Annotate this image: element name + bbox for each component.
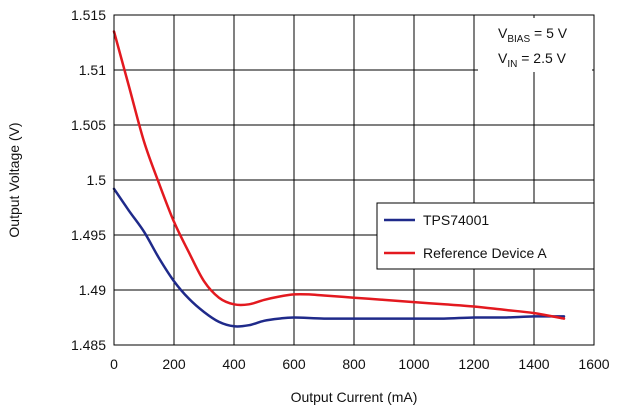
series-line-reference-device-a (112, 30, 566, 320)
x-tick-label: 1600 (578, 356, 609, 372)
x-tick-label: 1400 (518, 356, 549, 372)
plot-frame (113, 14, 595, 346)
series-line-tps74001 (112, 187, 566, 328)
y-tick-label: 1.485 (71, 337, 106, 353)
x-tick-label: 800 (342, 356, 366, 372)
y-tick-label: 1.505 (71, 117, 106, 133)
y-tick-label: 1.51 (79, 62, 106, 78)
legend-label-tps74001: TPS74001 (423, 212, 489, 228)
annotation-box (478, 18, 592, 72)
y-tick-label: 1.5 (87, 172, 107, 188)
bias-value: = 5 V (530, 25, 568, 41)
x-tick-label: 1000 (398, 356, 429, 372)
grid (114, 15, 594, 345)
bias-annotation: VBIAS = 5 V (498, 25, 568, 45)
y-tick-label: 1.495 (71, 227, 106, 243)
x-tick-label: 0 (110, 356, 118, 372)
series-lines (112, 30, 566, 328)
x-tick-label: 1200 (458, 356, 489, 372)
bias-v: V (498, 25, 508, 41)
input-annotation: VIN = 2.5 V (498, 50, 567, 70)
input-v: V (498, 50, 508, 66)
x-axis-title: Output Current (mA) (291, 389, 418, 405)
x-tick-labels: 0 200 400 600 800 1000 1200 1400 1600 (110, 356, 610, 372)
legend-label-reference-device-a: Reference Device A (423, 245, 547, 261)
x-tick-label: 400 (222, 356, 246, 372)
legend: TPS74001 Reference Device A (376, 202, 595, 270)
input-subscript: IN (507, 59, 517, 70)
x-tick-label: 200 (162, 356, 186, 372)
bias-subscript: BIAS (507, 34, 530, 45)
legend-box (376, 202, 595, 270)
y-tick-label: 1.49 (79, 282, 106, 298)
input-value: = 2.5 V (517, 50, 566, 66)
x-tick-label: 600 (282, 356, 306, 372)
y-tick-label: 1.515 (71, 7, 106, 23)
conditions-annotation: VBIAS = 5 V VIN = 2.5 V (478, 18, 592, 72)
y-axis-title: Output Voltage (V) (6, 122, 22, 237)
y-tick-labels: 1.485 1.49 1.495 1.5 1.505 1.51 1.515 (71, 7, 106, 353)
